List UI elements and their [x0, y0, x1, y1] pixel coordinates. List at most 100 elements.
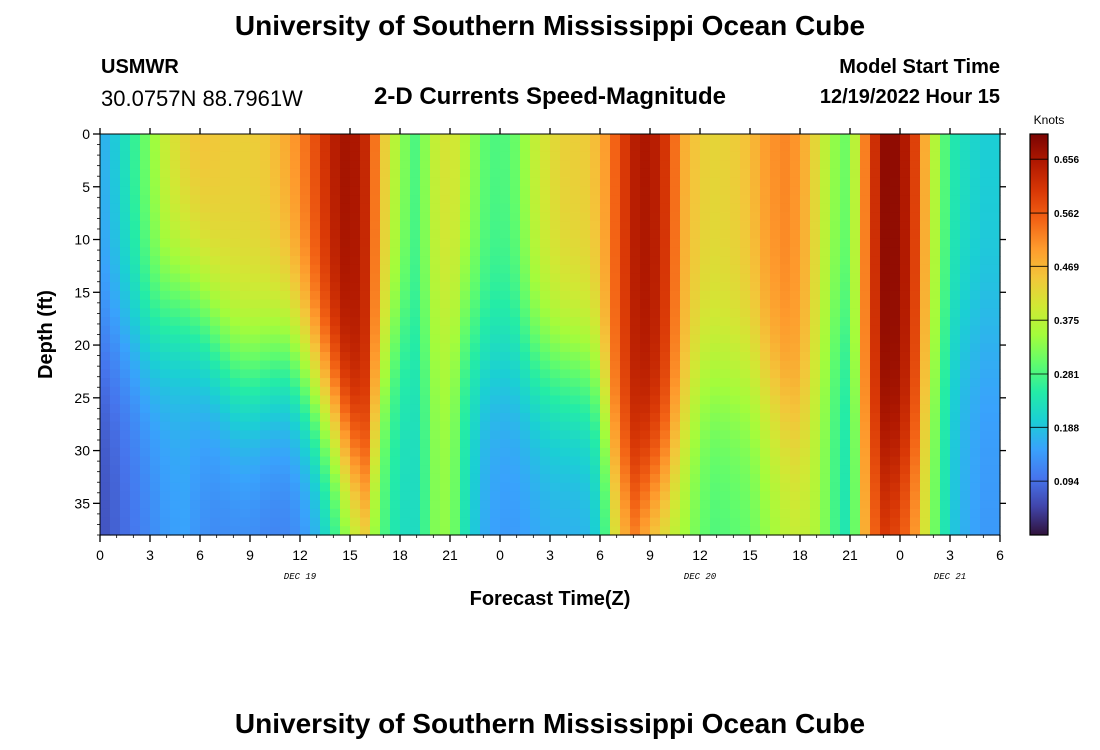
- heatmap-cell: [670, 195, 681, 205]
- heatmap-cell: [540, 482, 551, 493]
- heatmap-cell: [630, 369, 641, 379]
- heatmap-cell: [930, 247, 941, 257]
- heatmap-cell: [660, 195, 671, 205]
- heatmap-cell: [470, 195, 481, 205]
- heatmap-cell: [120, 395, 131, 405]
- heatmap-cell: [540, 473, 551, 484]
- heatmap-cell: [260, 360, 271, 370]
- heatmap-cell: [340, 203, 351, 214]
- heatmap-cell: [950, 369, 961, 379]
- heatmap-cell: [160, 195, 171, 205]
- heatmap-cell: [120, 465, 131, 475]
- heatmap-cell: [110, 491, 121, 501]
- heatmap-cell: [830, 430, 841, 440]
- heatmap-cell: [150, 177, 161, 187]
- heatmap-cell: [260, 299, 271, 309]
- heatmap-cell: [850, 456, 861, 466]
- heatmap-cell: [620, 203, 631, 214]
- heatmap-cell: [600, 160, 611, 170]
- heatmap-cell: [680, 256, 691, 266]
- heatmap-cell: [900, 421, 911, 431]
- heatmap-cell: [290, 447, 301, 458]
- heatmap-cell: [570, 325, 581, 336]
- heatmap-cell: [290, 203, 301, 214]
- heatmap-cell: [980, 151, 991, 161]
- heatmap-cell: [920, 482, 931, 493]
- heatmap-cell: [800, 369, 811, 379]
- heatmap-cell: [110, 395, 121, 405]
- heatmap-cell: [860, 256, 871, 266]
- heatmap-cell: [630, 273, 641, 283]
- heatmap-cell: [840, 526, 851, 536]
- heatmap-cell: [310, 404, 321, 414]
- heatmap-cell: [800, 473, 811, 484]
- heatmap-cell: [560, 447, 571, 458]
- heatmap-cell: [490, 395, 501, 405]
- heatmap-cell: [640, 517, 651, 527]
- heatmap-cell: [360, 343, 371, 353]
- heatmap-cell: [740, 160, 751, 170]
- heatmap-cell: [430, 177, 441, 187]
- heatmap-cell: [420, 404, 431, 414]
- heatmap-cell: [220, 395, 231, 405]
- heatmap-cell: [610, 142, 621, 153]
- heatmap-cell: [170, 290, 181, 301]
- heatmap-cell: [530, 212, 541, 222]
- heatmap-cell: [710, 177, 721, 187]
- heatmap-cell: [510, 386, 521, 397]
- heatmap-cell: [840, 465, 851, 475]
- heatmap-cell: [640, 351, 651, 362]
- heatmap-cell: [150, 360, 161, 370]
- heatmap-cell: [410, 290, 421, 301]
- heatmap-cell: [690, 299, 701, 309]
- heatmap-cell: [620, 508, 631, 519]
- heatmap-cell: [920, 134, 931, 144]
- heatmap-cell: [310, 473, 321, 484]
- heatmap-cell: [870, 273, 881, 283]
- heatmap-cell: [780, 168, 791, 179]
- heatmap-cell: [660, 177, 671, 187]
- heatmap-cell: [860, 195, 871, 205]
- heatmap-cell: [310, 526, 321, 536]
- heatmap-cell: [640, 343, 651, 353]
- heatmap-cell: [290, 491, 301, 501]
- heatmap-cell: [100, 177, 111, 187]
- heatmap-cell: [750, 325, 761, 336]
- heatmap-cell: [430, 473, 441, 484]
- heatmap-cell: [930, 134, 941, 144]
- heatmap-cell: [520, 299, 531, 309]
- heatmap-cell: [870, 308, 881, 318]
- heatmap-cell: [210, 299, 221, 309]
- heatmap-cell: [150, 421, 161, 431]
- heatmap-cell: [910, 221, 921, 231]
- heatmap-cell: [910, 264, 921, 275]
- heatmap-cell: [140, 369, 151, 379]
- heatmap-cell: [690, 378, 701, 388]
- heatmap-cell: [700, 134, 711, 144]
- heatmap-cell: [260, 421, 271, 431]
- heatmap-cell: [100, 221, 111, 231]
- heatmap-cell: [790, 404, 801, 414]
- heatmap-cell: [200, 256, 211, 266]
- heatmap-cell: [330, 334, 341, 344]
- heatmap-cell: [170, 247, 181, 257]
- heatmap-cell: [870, 195, 881, 205]
- colorbar-scale: [1029, 133, 1049, 536]
- heatmap-cell: [850, 151, 861, 161]
- heatmap-cell: [620, 282, 631, 292]
- heatmap-cell: [390, 264, 401, 275]
- heatmap-cell: [650, 195, 661, 205]
- heatmap-cell: [960, 308, 971, 318]
- heatmap-cell: [360, 360, 371, 370]
- heatmap-cell: [720, 508, 731, 519]
- heatmap-cell: [360, 351, 371, 362]
- heatmap-cell: [640, 229, 651, 240]
- heatmap-cell: [820, 186, 831, 196]
- heatmap-cell: [870, 369, 881, 379]
- heatmap-cell: [800, 195, 811, 205]
- heatmap-cell: [650, 378, 661, 388]
- heatmap-cell: [220, 134, 231, 144]
- heatmap-cell: [870, 317, 881, 327]
- heatmap-cell: [840, 195, 851, 205]
- heatmap-cell: [270, 317, 281, 327]
